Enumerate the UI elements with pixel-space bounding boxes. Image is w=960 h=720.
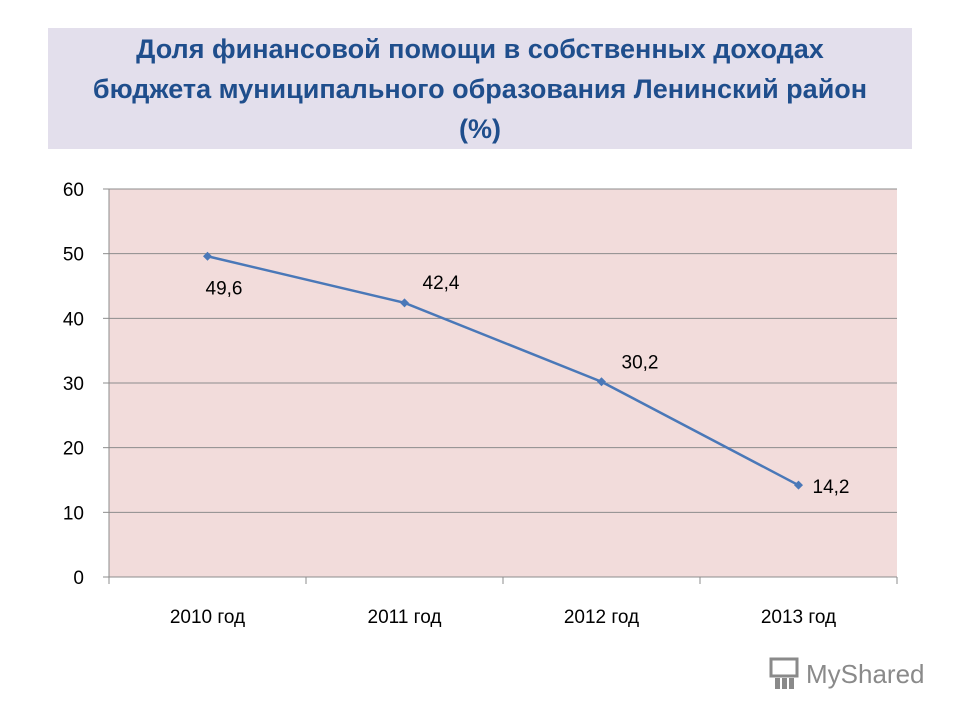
classroom-board-icon <box>769 657 799 689</box>
series-line <box>207 255 800 487</box>
data-label: 49,6 <box>206 278 243 299</box>
y-tick-label: 30 <box>63 374 84 395</box>
data-label: 42,4 <box>423 273 460 294</box>
data-point <box>597 377 606 387</box>
y-tick-label: 40 <box>63 309 84 330</box>
y-tick-label: 0 <box>73 568 84 589</box>
watermark: MyShared <box>768 654 925 694</box>
data-point <box>203 251 212 261</box>
title-banner: Доля финансовой помощи в собственных дох… <box>48 28 912 149</box>
y-tick-label: 60 <box>63 180 84 201</box>
watermark-text: MyShared <box>806 658 925 689</box>
chart-title: Доля финансовой помощи в собственных дох… <box>92 33 868 144</box>
data-label: 14,2 <box>813 477 850 498</box>
x-tick-label: 2013 год <box>761 607 836 628</box>
x-tick-label: 2011 год <box>368 607 442 628</box>
y-tick-label: 10 <box>63 503 84 524</box>
y-tick-label: 20 <box>63 439 84 460</box>
x-tick-label: 2012 год <box>564 607 639 628</box>
data-point <box>794 480 803 490</box>
data-point <box>400 298 409 308</box>
data-label: 30,2 <box>622 353 659 374</box>
x-tick-label: 2010 год <box>170 607 245 628</box>
y-tick-label: 50 <box>63 245 84 266</box>
